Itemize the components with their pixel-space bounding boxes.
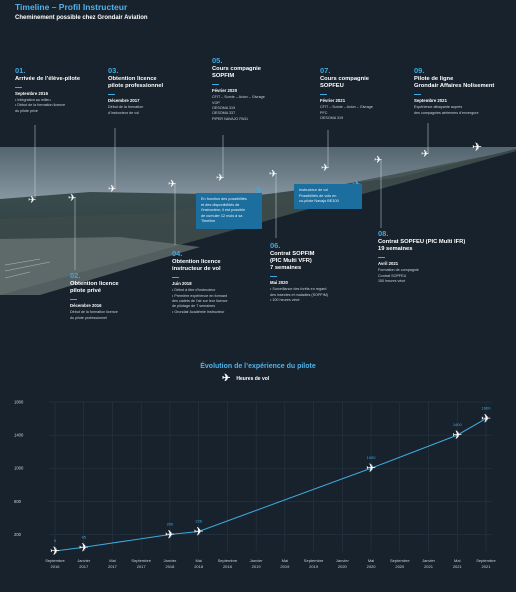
- y-tick-label: 200: [14, 532, 22, 537]
- data-label: 45: [82, 534, 87, 539]
- x-tick-label: Mai 2018: [194, 558, 204, 569]
- data-point-airplane-icon: ✈: [194, 524, 204, 538]
- info-note-copilot: Instructeur de vol Possibilités de vols …: [294, 184, 362, 209]
- x-tick-label: Janvier 2017: [77, 558, 91, 569]
- y-tick-label: 1400: [14, 433, 24, 438]
- airplane-icon: ✈: [28, 195, 36, 206]
- x-tick-label: Mai 2019: [280, 558, 290, 569]
- timeline-item-01: 01. Arrivée de l’élève-pilote Septembre …: [15, 66, 81, 113]
- data-point-airplane-icon: ✈: [481, 412, 491, 426]
- data-label: 1000: [367, 455, 377, 460]
- timeline-item-07: 07. Cours compagnie SOPFEU Février 2021 …: [320, 66, 373, 120]
- airplane-icon: ✈: [421, 149, 429, 160]
- timeline-item-05: 05. Cours compagnie SOPFIM Février 2020 …: [212, 56, 265, 121]
- timeline-item-03: 03. Obtention licence pilote professionn…: [108, 66, 164, 115]
- data-label: 1400: [453, 422, 463, 427]
- page-subtitle: Cheminement possible chez Grondair Aviat…: [15, 15, 148, 21]
- x-tick-label: Septembre 2018: [218, 558, 238, 569]
- x-tick-label: Septembre 2021: [476, 558, 496, 569]
- airplane-icon: ✈: [222, 373, 231, 384]
- data-point-airplane-icon: ✈: [366, 461, 376, 475]
- x-tick-label: Janvier 2019: [250, 558, 264, 569]
- y-tick-label: 1800: [14, 400, 24, 405]
- timeline-item-04: 04. Obtention licence instructeur de vol…: [172, 249, 228, 314]
- x-tick-label: Mai 2017: [108, 558, 118, 569]
- airplane-icon: ✈: [472, 140, 482, 154]
- data-label: 1600: [482, 406, 492, 411]
- airplane-icon: ✈: [108, 184, 116, 195]
- airplane-icon: ✈: [68, 193, 76, 204]
- data-point-airplane-icon: ✈: [452, 428, 462, 442]
- info-note-timeline: En fonction des possibilités et des disp…: [196, 193, 262, 229]
- x-tick-label: Janvier 2020: [336, 558, 350, 569]
- x-tick-label: Mai 2020: [367, 558, 377, 569]
- x-tick-label: Mai 2021: [453, 558, 463, 569]
- chart-legend: ✈ Heures de vol: [222, 373, 269, 384]
- y-tick-label: 1000: [14, 466, 24, 471]
- x-tick-label: Septembre 2017: [131, 558, 151, 569]
- data-label: 0: [54, 538, 57, 543]
- airplane-icon: ✈: [321, 163, 329, 174]
- series-line: [54, 418, 487, 552]
- airplane-icon: ✈: [374, 155, 382, 166]
- airplane-icon: ✈: [168, 179, 176, 190]
- data-label: 200: [167, 521, 174, 526]
- timeline-item-06: 06. Contrat SOPFIM (PIC Multi VFR) 7 sem…: [270, 241, 328, 303]
- legend-label: Heures de vol: [236, 375, 270, 382]
- experience-chart: 200 600 1000 1400 1800 Septembre 2016 Janvier 20…: [14, 400, 497, 570]
- timeline-item-02: 02. Obtention licence pilote privé Décem…: [70, 271, 119, 320]
- x-tick-label: Septembre 2016: [45, 558, 65, 569]
- airplane-icon: ✈: [269, 169, 277, 180]
- page-title: Timeline – Profil Instructeur: [15, 2, 128, 12]
- data-point-airplane-icon: ✈: [79, 540, 89, 554]
- airplane-icon: ✈: [254, 185, 263, 197]
- x-tick-label: Janvier 2021: [422, 558, 436, 569]
- airplane-icon: ✈: [216, 173, 224, 184]
- data-point-airplane-icon: ✈: [165, 527, 175, 541]
- x-tick-label: Janvier 2018: [163, 558, 177, 569]
- data-point-airplane-icon: ✈: [50, 544, 60, 558]
- timeline-item-08: 08. Contrat SOPFEU (PIC Multi IFR) 19 se…: [378, 229, 466, 283]
- chart-title: Évolution de l’expérience du pilote: [200, 363, 316, 370]
- y-tick-label: 600: [14, 499, 22, 504]
- x-tick-label: Septembre 2020: [390, 558, 410, 569]
- timeline-item-09: 09. Pilote de ligne Grondair Affaires No…: [414, 66, 495, 115]
- x-tick-label: Septembre 2019: [304, 558, 324, 569]
- data-label: 236: [195, 518, 202, 523]
